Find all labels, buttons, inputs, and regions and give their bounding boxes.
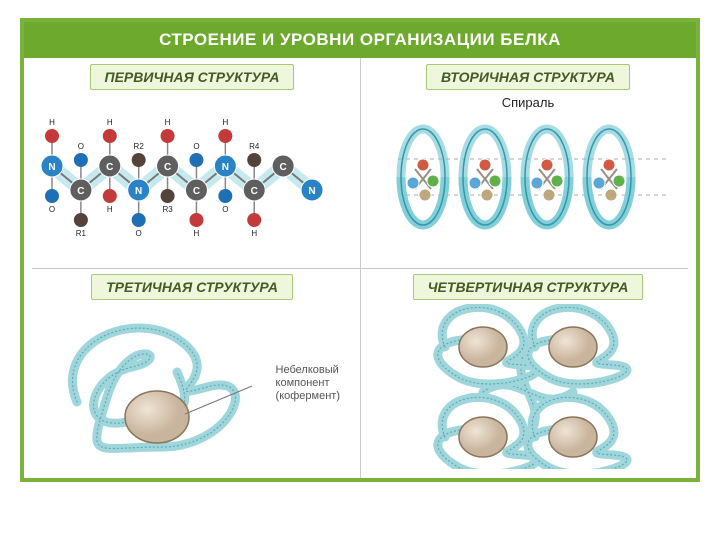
panel-label: ВТОРИЧНАЯ СТРУКТУРА <box>426 64 630 90</box>
svg-text:O: O <box>49 205 55 214</box>
svg-text:H: H <box>49 118 55 127</box>
svg-text:H: H <box>251 229 257 238</box>
svg-text:H: H <box>107 205 113 214</box>
title-text: СТРОЕНИЕ И УРОВНИ ОРГАНИЗАЦИИ БЕЛКА <box>159 30 561 49</box>
svg-text:H: H <box>165 118 171 127</box>
quaternary-structure-diagram <box>368 304 688 469</box>
title-bar: СТРОЕНИЕ И УРОВНИ ОРГАНИЗАЦИИ БЕЛКА <box>24 22 696 58</box>
svg-text:O: O <box>193 142 199 151</box>
svg-text:C: C <box>193 186 200 197</box>
svg-text:R4: R4 <box>249 142 260 151</box>
panel-primary: ПЕРВИЧНАЯ СТРУКТУРА HOOR1HHR2OHR3OHHOR4H… <box>24 58 360 268</box>
svg-text:H: H <box>107 118 113 127</box>
annotation-wrap: Спираль <box>360 94 696 112</box>
svg-text:C: C <box>106 162 113 173</box>
panel-secondary: ВТОРИЧНАЯ СТРУКТУРА Спираль <box>360 58 696 268</box>
svg-text:N: N <box>48 162 55 173</box>
svg-text:R1: R1 <box>76 229 87 238</box>
panel-label: ЧЕТВЕРТИЧНАЯ СТРУКТУРА <box>413 274 644 300</box>
label-wrap: ЧЕТВЕРТИЧНАЯ СТРУКТУРА <box>360 274 696 300</box>
svg-text:R2: R2 <box>134 142 145 151</box>
panel-grid: ПЕРВИЧНАЯ СТРУКТУРА HOOR1HHR2OHR3OHHOR4H… <box>24 58 696 478</box>
svg-text:N: N <box>222 162 229 173</box>
panel-label: ТРЕТИЧНАЯ СТРУКТУРА <box>91 274 293 300</box>
cofactor-annotation: Небелковый компонент (кофермент) <box>276 364 340 404</box>
svg-text:O: O <box>136 229 142 238</box>
svg-text:H: H <box>194 229 200 238</box>
panel-label: ПЕРВИЧНАЯ СТРУКТУРА <box>90 64 295 90</box>
poster-frame: СТРОЕНИЕ И УРОВНИ ОРГАНИЗАЦИИ БЕЛКА ПЕРВ… <box>20 18 700 482</box>
svg-text:O: O <box>222 205 228 214</box>
svg-text:C: C <box>279 162 286 173</box>
label-wrap: ВТОРИЧНАЯ СТРУКТУРА <box>360 64 696 90</box>
svg-text:N: N <box>308 186 315 197</box>
panel-quaternary: ЧЕТВЕРТИЧНАЯ СТРУКТУРА <box>360 268 696 478</box>
secondary-structure-diagram <box>368 112 688 242</box>
spiral-annotation: Спираль <box>502 95 555 110</box>
label-wrap: ПЕРВИЧНАЯ СТРУКТУРА <box>24 64 360 90</box>
primary-structure-diagram: H O O R1 H H R2 O H R3 O H H O R4 H N C C N C C N C C N <box>32 98 352 248</box>
svg-text:N: N <box>135 186 142 197</box>
svg-text:C: C <box>251 186 258 197</box>
panel-tertiary: ТРЕТИЧНАЯ СТРУКТУРА Небелковый компонент… <box>24 268 360 478</box>
svg-text:C: C <box>164 162 171 173</box>
label-wrap: ТРЕТИЧНАЯ СТРУКТУРА <box>24 274 360 300</box>
svg-text:O: O <box>78 142 84 151</box>
svg-text:C: C <box>77 186 84 197</box>
svg-text:R3: R3 <box>162 205 173 214</box>
svg-text:H: H <box>222 118 228 127</box>
